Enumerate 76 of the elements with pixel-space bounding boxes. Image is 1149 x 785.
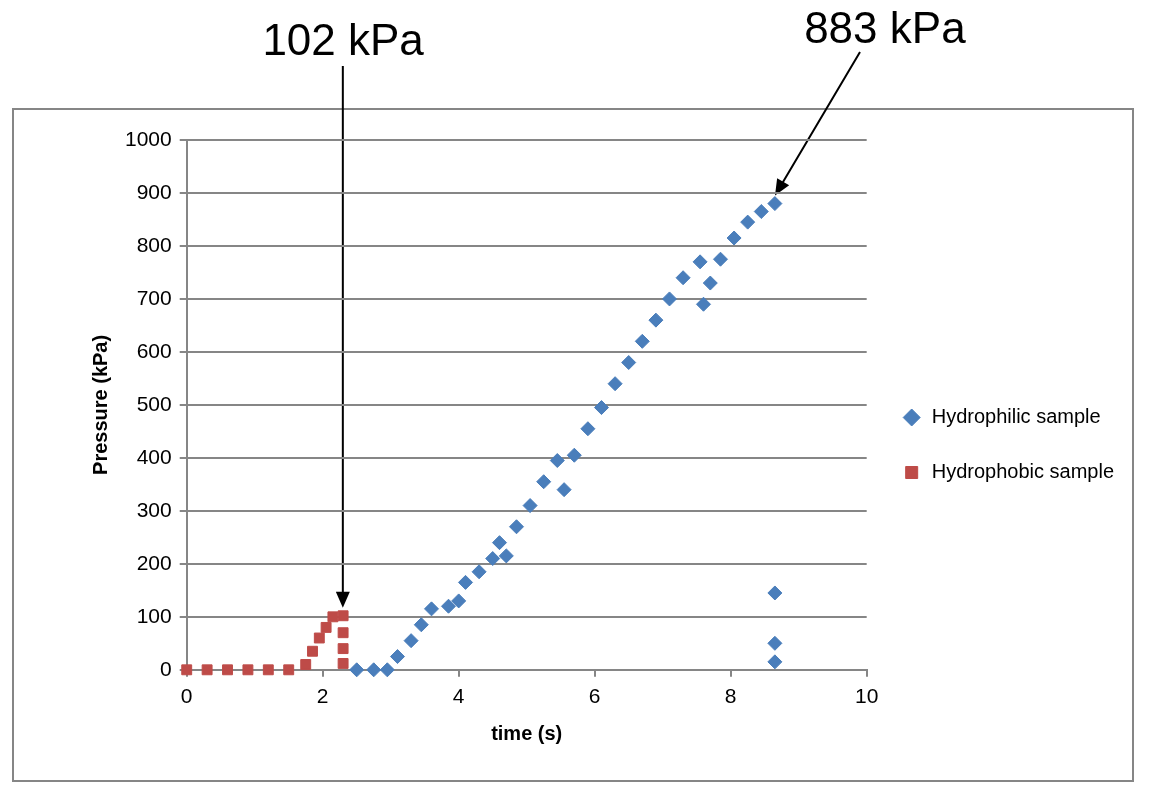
point: [337, 627, 349, 639]
legend-label: Hydrophilic sample: [931, 405, 1101, 428]
point: [349, 662, 365, 678]
point: [549, 453, 565, 469]
point: [471, 564, 487, 580]
point: [441, 598, 457, 614]
point: [536, 474, 552, 490]
point: [458, 574, 473, 590]
point: [498, 548, 514, 564]
point: [492, 535, 507, 551]
point: [753, 204, 769, 220]
point: [509, 519, 524, 535]
point: [337, 610, 349, 622]
point: [594, 400, 609, 416]
point: [702, 275, 718, 291]
point: [413, 617, 429, 633]
point: [222, 664, 233, 676]
point: [451, 593, 467, 609]
point: [621, 355, 637, 371]
point: [556, 482, 572, 498]
text: 883 kPa: [803, 3, 967, 53]
x-axis-title: time (s): [491, 721, 563, 744]
point: [675, 270, 691, 286]
point: [692, 254, 708, 270]
point: [327, 611, 339, 623]
point: [201, 664, 213, 676]
y-tick-label: 400: [136, 444, 172, 468]
point: [566, 447, 582, 463]
point: [242, 664, 254, 676]
y-tick-label: 0: [160, 656, 172, 680]
point: [662, 291, 677, 307]
point: [695, 296, 711, 312]
point: [726, 230, 742, 246]
point: [767, 585, 783, 601]
x-tick-label: 10: [855, 684, 879, 708]
x-tick-label: 2: [316, 684, 329, 708]
point: [283, 664, 295, 676]
point: [634, 333, 650, 349]
text: 102 kPa: [261, 15, 425, 65]
point: [390, 649, 406, 665]
point: [740, 214, 756, 230]
point: [767, 196, 783, 212]
point: [403, 633, 419, 649]
point: [337, 643, 349, 655]
x-tick-label: 4: [452, 684, 465, 708]
point: [379, 662, 395, 678]
y-tick-label: 200: [136, 550, 172, 574]
point: [607, 376, 623, 392]
y-tick-label: 700: [136, 285, 172, 309]
y-axis-title: Pressure (kPa): [88, 334, 111, 475]
point: [337, 657, 349, 669]
y-tick-label: 300: [136, 497, 172, 521]
point: [712, 251, 728, 267]
point: [320, 621, 332, 633]
x-tick-label: 6: [588, 684, 601, 708]
x-tick-label: 0: [180, 684, 193, 708]
point: [767, 654, 783, 670]
point: [300, 659, 312, 670]
point: [485, 551, 501, 567]
point: [313, 632, 325, 644]
point: [424, 601, 440, 617]
point: [522, 498, 538, 514]
point: [366, 662, 382, 678]
x-tick-label: 8: [724, 684, 737, 708]
point: [767, 635, 783, 651]
y-tick-label: 800: [136, 232, 172, 256]
y-tick-label: 900: [136, 179, 172, 203]
point: [648, 312, 664, 328]
point: [307, 645, 318, 657]
y-tick-label: 500: [136, 391, 172, 415]
y-tick-label: 100: [136, 603, 172, 627]
y-tick-label: 1000: [125, 126, 172, 150]
legend-label: Hydrophobic sample: [931, 460, 1115, 483]
point: [580, 421, 596, 437]
point: [262, 664, 274, 676]
y-tick-label: 600: [136, 338, 172, 362]
